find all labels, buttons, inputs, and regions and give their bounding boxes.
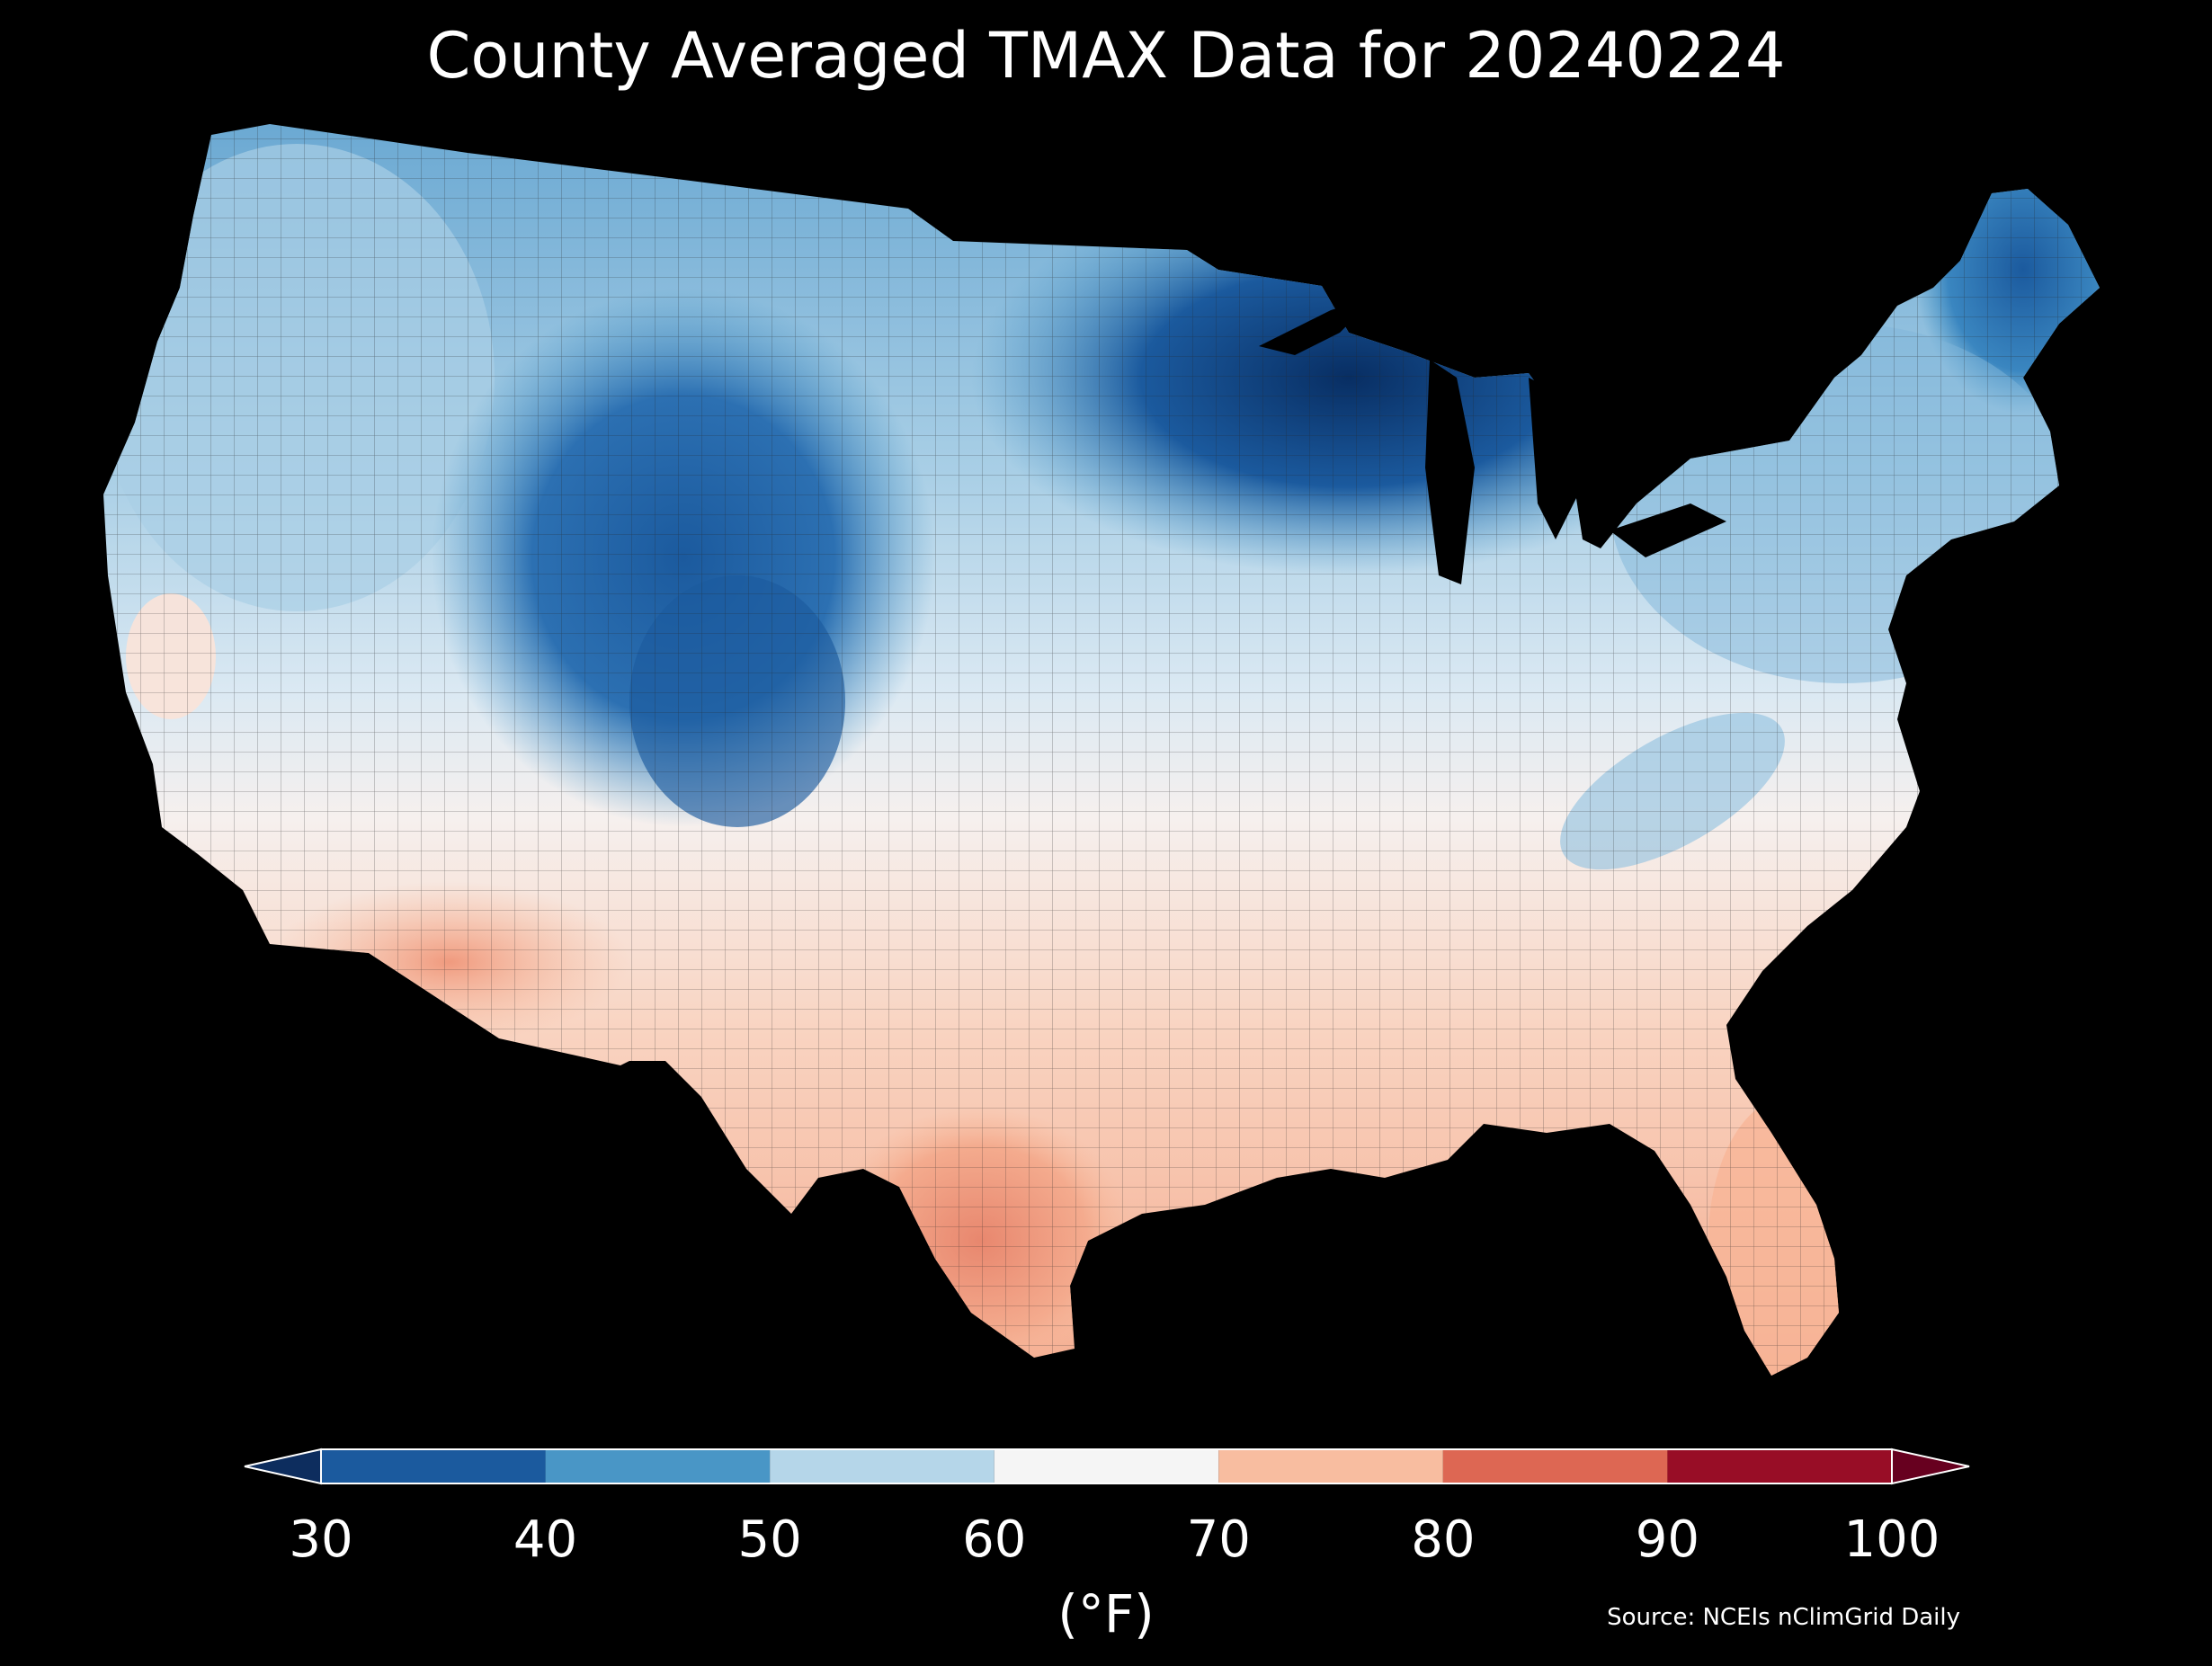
colorbar-tick-30: 30 bbox=[289, 1510, 353, 1569]
colorbar-bin-50-60 bbox=[770, 1449, 995, 1483]
colorbar-bin-60-70 bbox=[994, 1449, 1219, 1483]
colorbar-tick-60: 60 bbox=[962, 1510, 1027, 1569]
colorbar-unit-label: (°F) bbox=[1057, 1583, 1155, 1644]
colorbar-tick-70: 70 bbox=[1186, 1510, 1251, 1569]
colorbar-bin-70-80 bbox=[1218, 1449, 1443, 1483]
colorbar-tick-80: 80 bbox=[1411, 1510, 1476, 1569]
source-credit: Source: NCEIs nClimGrid Daily bbox=[1607, 1604, 1960, 1631]
colorbar-bin-30-40 bbox=[321, 1449, 546, 1483]
colorbar-frame bbox=[320, 1448, 1893, 1484]
colorbar-tick-90: 90 bbox=[1635, 1510, 1700, 1569]
colorbar-tick-100: 100 bbox=[1843, 1510, 1940, 1569]
colorbar-tick-50: 50 bbox=[737, 1510, 802, 1569]
colorbar-over-arrow bbox=[1891, 1448, 1970, 1485]
colorbar-bin-90-100 bbox=[1667, 1449, 1892, 1483]
colorbar-bin-40-50 bbox=[545, 1449, 771, 1483]
colorbar-tick-40: 40 bbox=[513, 1510, 578, 1569]
colorbar-under-arrow bbox=[244, 1448, 322, 1485]
colorbar-bin-80-90 bbox=[1442, 1449, 1668, 1483]
great-lakes bbox=[1259, 297, 1726, 584]
map-title: County Averaged TMAX Data for 20240224 bbox=[426, 19, 1786, 93]
